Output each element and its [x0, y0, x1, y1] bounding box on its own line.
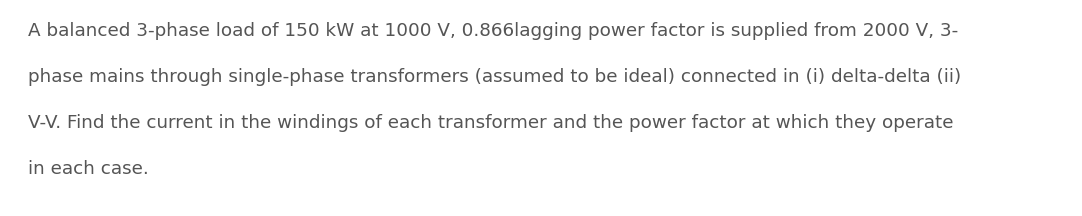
Text: phase mains through single-phase transformers (assumed to be ideal) connected in: phase mains through single-phase transfo…	[28, 68, 961, 86]
Text: A balanced 3-phase load of 150 kW at 1000 V, 0.866lagging power factor is suppli: A balanced 3-phase load of 150 kW at 100…	[28, 22, 959, 40]
Text: V-V. Find the current in the windings of each transformer and the power factor a: V-V. Find the current in the windings of…	[28, 114, 953, 132]
Text: in each case.: in each case.	[28, 160, 148, 178]
